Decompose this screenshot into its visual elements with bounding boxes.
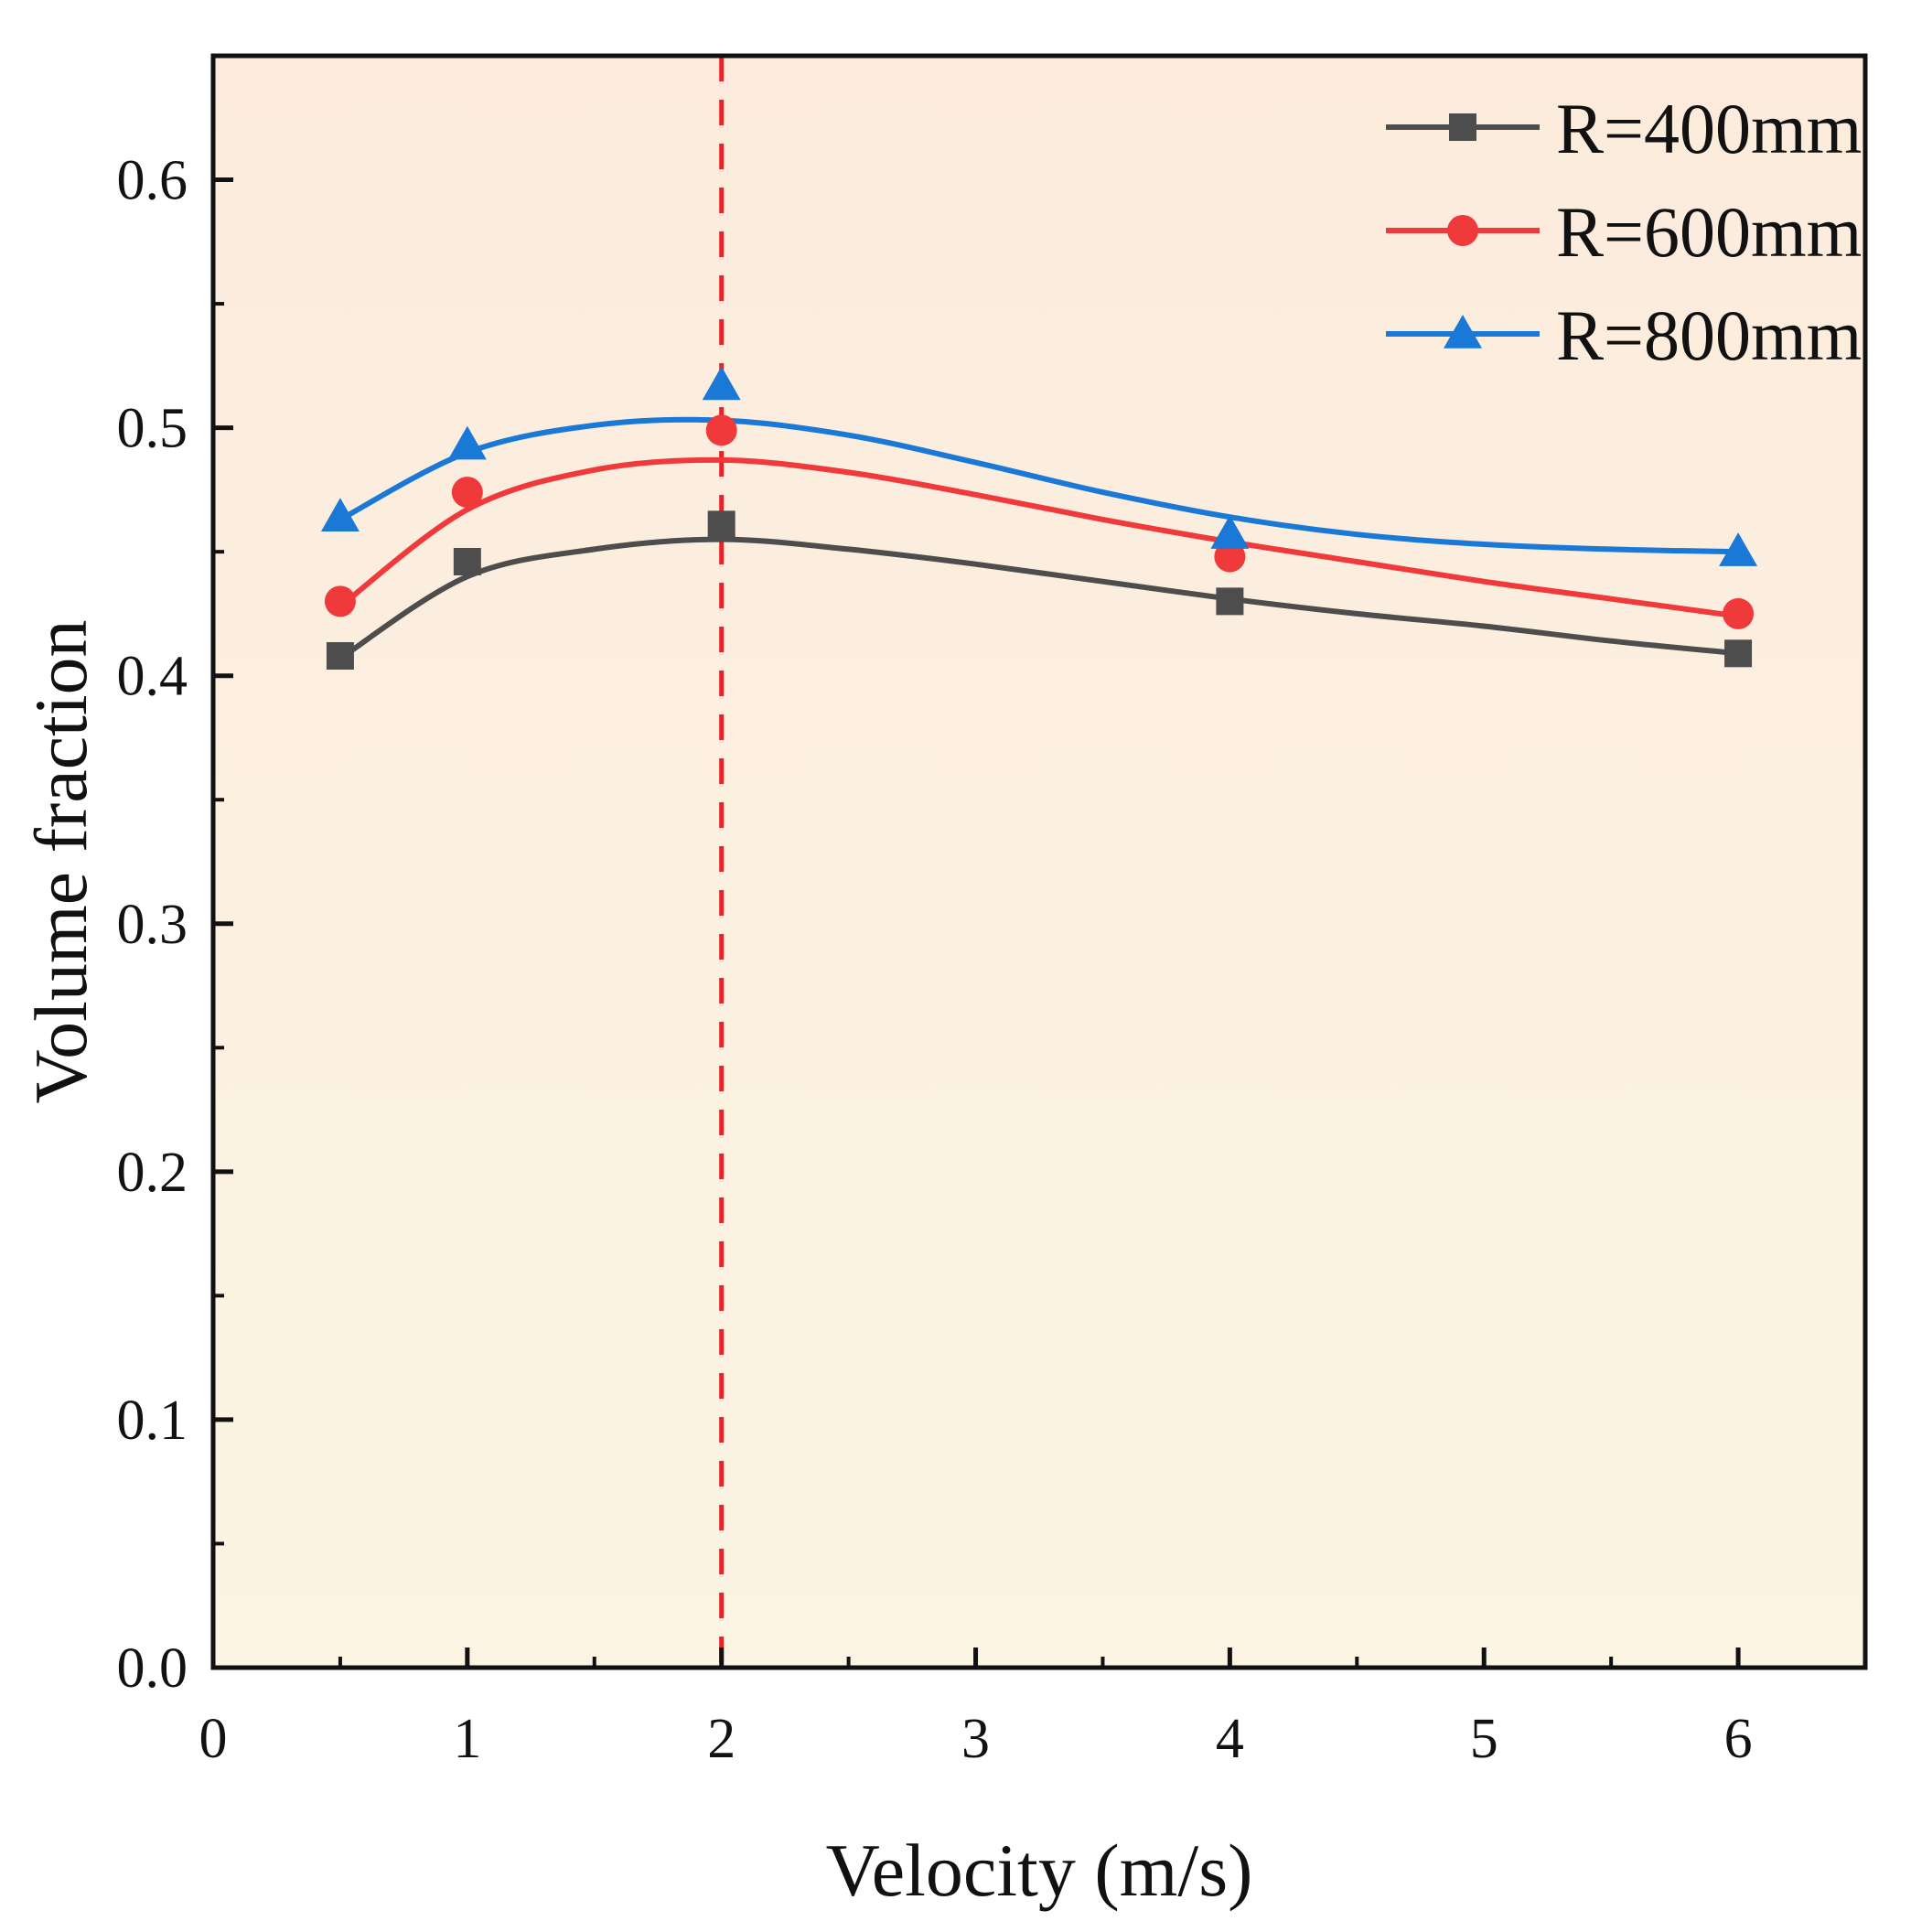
x-tick-label: 6 xyxy=(1724,1708,1753,1770)
series-line-1 xyxy=(338,536,1739,661)
data-point-s3-3 xyxy=(702,366,741,401)
series-line-2 xyxy=(338,456,1739,619)
y-tick-label: 0.5 xyxy=(117,398,188,460)
data-point-s3-2 xyxy=(447,425,487,460)
y-tick-label: 0.1 xyxy=(117,1390,188,1452)
x-axis-title: Velocity (m/s) xyxy=(826,1829,1253,1912)
y-tick-label: 0.2 xyxy=(117,1142,188,1204)
data-point-s2-2 xyxy=(451,477,483,509)
data-point-s1-3 xyxy=(707,510,735,539)
x-tick-label: 4 xyxy=(1216,1708,1244,1770)
data-point-s1-5 xyxy=(1724,639,1753,668)
y-tick-label: 0.3 xyxy=(117,894,188,956)
legend-marker-3 xyxy=(1444,315,1482,349)
x-tick-label: 5 xyxy=(1470,1708,1498,1770)
plot-background xyxy=(213,56,1865,1668)
legend-label-3: R=800mm xyxy=(1556,295,1862,375)
data-point-s3-1 xyxy=(320,498,360,531)
data-point-s3-4 xyxy=(1210,515,1250,549)
y-tick-label: 0.4 xyxy=(117,646,188,708)
y-tick-label: 0.0 xyxy=(117,1637,188,1700)
data-point-s1-1 xyxy=(326,642,354,671)
legend-marker-1 xyxy=(1449,113,1476,141)
data-point-s2-3 xyxy=(705,414,737,446)
legend-label-2: R=600mm xyxy=(1556,192,1862,272)
y-axis-title: Volume fraction xyxy=(19,619,102,1103)
plot-frame xyxy=(210,53,1868,1670)
data-point-s1-2 xyxy=(453,547,481,575)
legend-marker-2 xyxy=(1447,215,1478,246)
y-tick-label: 0.6 xyxy=(117,150,188,212)
data-point-s3-5 xyxy=(1719,532,1758,566)
legend-label-1: R=400mm xyxy=(1556,89,1862,168)
x-tick-label: 3 xyxy=(961,1708,990,1770)
data-point-s2-4 xyxy=(1214,541,1246,573)
x-tick-label: 1 xyxy=(453,1708,481,1770)
series-line-3 xyxy=(338,416,1739,555)
x-tick-label: 2 xyxy=(707,1708,735,1770)
data-point-s2-5 xyxy=(1723,597,1755,629)
legend: R=400mm R=600mm R=800mm xyxy=(1386,89,1862,375)
x-tick-label: 0 xyxy=(199,1708,228,1770)
data-point-s2-1 xyxy=(324,585,356,617)
data-point-s1-4 xyxy=(1216,587,1244,616)
